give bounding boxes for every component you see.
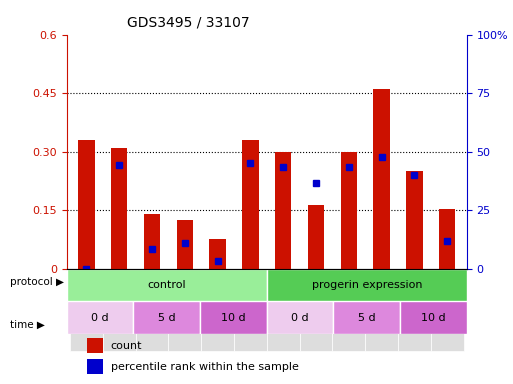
Bar bbox=[234, 269, 267, 351]
FancyBboxPatch shape bbox=[400, 301, 467, 334]
Bar bbox=[103, 269, 135, 351]
Text: 10 d: 10 d bbox=[221, 313, 246, 323]
Bar bbox=[373, 89, 390, 269]
Bar bbox=[439, 209, 456, 269]
FancyBboxPatch shape bbox=[67, 301, 133, 334]
Text: 0 d: 0 d bbox=[291, 313, 309, 323]
FancyBboxPatch shape bbox=[333, 301, 400, 334]
Bar bbox=[78, 140, 94, 269]
FancyBboxPatch shape bbox=[133, 301, 200, 334]
Bar bbox=[308, 205, 324, 269]
Bar bbox=[201, 269, 234, 351]
Bar bbox=[275, 152, 291, 269]
Bar bbox=[242, 140, 259, 269]
Text: percentile rank within the sample: percentile rank within the sample bbox=[111, 362, 299, 372]
Bar bbox=[406, 171, 423, 269]
Bar bbox=[70, 269, 103, 351]
Text: 5 d: 5 d bbox=[358, 313, 376, 323]
Bar bbox=[365, 269, 398, 351]
Text: 5 d: 5 d bbox=[158, 313, 175, 323]
Bar bbox=[176, 220, 193, 269]
Bar bbox=[209, 239, 226, 269]
Text: count: count bbox=[111, 341, 142, 351]
Text: 10 d: 10 d bbox=[421, 313, 446, 323]
Bar bbox=[300, 269, 332, 351]
Bar bbox=[398, 269, 431, 351]
Bar bbox=[431, 269, 464, 351]
Bar bbox=[332, 269, 365, 351]
FancyBboxPatch shape bbox=[67, 269, 267, 301]
Bar bbox=[341, 152, 357, 269]
Text: control: control bbox=[147, 280, 186, 290]
FancyBboxPatch shape bbox=[267, 269, 467, 301]
Bar bbox=[87, 338, 103, 353]
Text: GDS3495 / 33107: GDS3495 / 33107 bbox=[127, 15, 249, 29]
Bar bbox=[87, 359, 103, 374]
Text: progerin expression: progerin expression bbox=[311, 280, 422, 290]
Text: 0 d: 0 d bbox=[91, 313, 109, 323]
Bar bbox=[168, 269, 201, 351]
Bar bbox=[135, 269, 168, 351]
Bar bbox=[111, 148, 127, 269]
Bar bbox=[267, 269, 300, 351]
Bar bbox=[144, 214, 160, 269]
Text: time ▶: time ▶ bbox=[10, 319, 45, 329]
FancyBboxPatch shape bbox=[267, 301, 333, 334]
Text: protocol ▶: protocol ▶ bbox=[10, 277, 64, 287]
FancyBboxPatch shape bbox=[200, 301, 267, 334]
